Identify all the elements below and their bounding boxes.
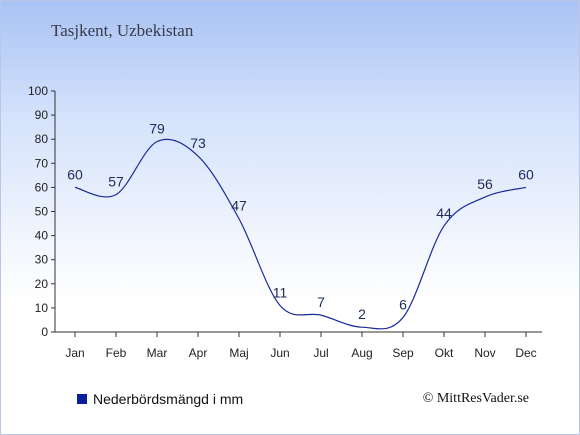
- data-label: 57: [108, 174, 124, 190]
- chart-title: Tasjkent, Uzbekistan: [51, 21, 194, 40]
- y-axis-ticks: 0 10 20 30 40 50 60 70 80 90 100: [28, 84, 55, 339]
- x-tick-label: Mar: [147, 346, 168, 360]
- x-tick-label: Dec: [515, 346, 536, 360]
- y-tick-label: 90: [35, 108, 49, 122]
- data-label: 79: [149, 121, 165, 137]
- x-tick-label: Jul: [313, 346, 328, 360]
- legend: Nederbördsmängd i mm: [77, 391, 243, 407]
- legend-swatch: [77, 394, 87, 404]
- legend-label: Nederbördsmängd i mm: [93, 391, 244, 407]
- x-tick-label: Feb: [106, 346, 127, 360]
- y-tick-label: 50: [35, 205, 49, 219]
- data-label: 11: [273, 284, 288, 300]
- data-label: 56: [477, 176, 493, 192]
- data-label: 2: [358, 306, 366, 322]
- axes: [54, 91, 542, 333]
- precipitation-line: [74, 138, 527, 330]
- y-tick-label: 70: [35, 156, 49, 170]
- y-tick-label: 20: [35, 277, 49, 291]
- data-label: 60: [518, 166, 534, 182]
- y-tick-label: 0: [41, 325, 48, 339]
- data-labels: 60 57 79 73 47 11 7 2 6 44 56 60: [67, 121, 534, 323]
- y-tick-label: 60: [35, 180, 49, 194]
- x-axis-ticks: Jan Feb Mar Apr Maj Jun Jul Aug Sep Okt Nov Dec: [65, 332, 537, 360]
- data-label: 7: [317, 294, 325, 310]
- x-tick-label: Nov: [474, 346, 495, 360]
- copyright-text: © MittResVader.se: [422, 391, 529, 406]
- data-label: 60: [67, 166, 83, 182]
- y-tick-label: 40: [35, 229, 49, 243]
- data-label: 73: [190, 135, 206, 151]
- x-tick-label: Jun: [270, 346, 289, 360]
- y-tick-label: 30: [35, 253, 49, 267]
- x-tick-label: Okt: [435, 346, 454, 360]
- data-label: 47: [231, 198, 247, 214]
- x-tick-label: Apr: [189, 346, 208, 360]
- x-tick-label: Maj: [229, 346, 248, 360]
- x-tick-label: Jan: [65, 346, 84, 360]
- y-tick-label: 80: [35, 132, 49, 146]
- data-label: 6: [399, 297, 407, 313]
- y-tick-label: 10: [35, 301, 49, 315]
- data-label: 44: [436, 205, 452, 221]
- x-tick-label: Sep: [392, 346, 414, 360]
- y-tick-label: 100: [28, 84, 48, 98]
- x-tick-label: Aug: [351, 346, 372, 360]
